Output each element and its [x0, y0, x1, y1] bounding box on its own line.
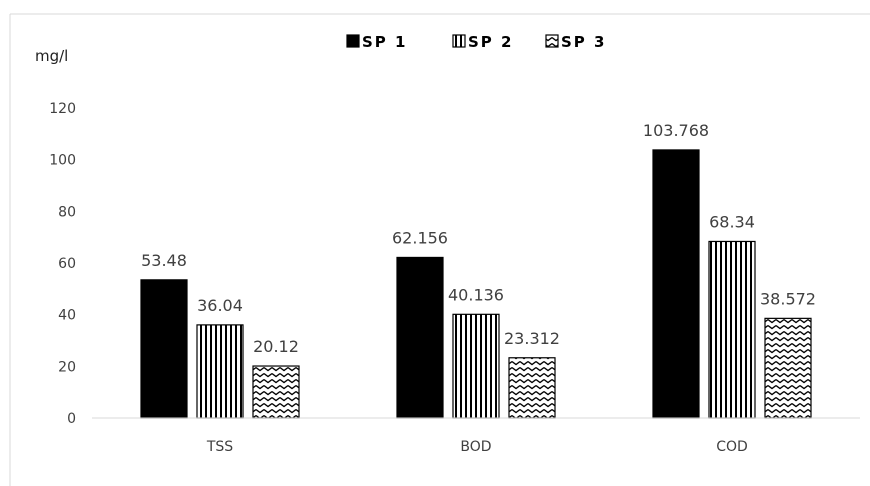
legend-label: SP 3	[561, 33, 606, 51]
y-tick-label: 100	[49, 153, 76, 169]
data-label: 40.136	[448, 285, 504, 304]
y-axis: 0 20 40 60 80 100 120	[49, 101, 76, 427]
data-labels: 53.48 36.04 20.12 62.156 40.136 23.312 103.768…	[141, 121, 816, 356]
bar-tss-sp1	[140, 279, 188, 419]
y-tick-label: 20	[58, 359, 76, 375]
legend-swatch	[452, 34, 466, 48]
data-label: 68.34	[709, 212, 755, 231]
bar-cod-sp3	[764, 317, 812, 419]
bar-bod-sp2	[452, 313, 500, 419]
bar-cod-sp1	[652, 149, 700, 419]
y-tick-label: 60	[58, 256, 76, 272]
x-tick-label: COD	[716, 439, 748, 455]
legend-item: SP 3	[545, 33, 606, 51]
y-tick-label: 40	[58, 308, 76, 324]
data-label: 36.04	[197, 296, 243, 315]
legend-swatch	[346, 34, 360, 48]
bar-bod-sp3	[508, 357, 556, 419]
bars	[140, 149, 812, 419]
legend-item: SP 2	[452, 33, 513, 51]
data-label: 53.48	[141, 251, 187, 270]
legend-label: SP 2	[468, 33, 513, 51]
data-label: 38.572	[760, 289, 816, 308]
legend-swatch	[545, 34, 559, 48]
x-tick-label: BOD	[460, 439, 491, 455]
x-axis: TSS BOD COD	[206, 439, 748, 455]
legend-label: SP 1	[362, 33, 407, 51]
bar-tss-sp3	[252, 365, 300, 419]
y-tick-label: 80	[58, 204, 76, 220]
x-tick-label: TSS	[206, 439, 233, 455]
data-label: 103.768	[643, 121, 709, 140]
bar-tss-sp2	[196, 324, 244, 419]
y-tick-label: 0	[67, 411, 76, 427]
data-label: 23.312	[504, 329, 560, 348]
legend-item: SP 1	[346, 33, 407, 51]
data-label: 20.12	[253, 337, 299, 356]
legend: SP 1 SP 2 SP 3	[346, 33, 606, 51]
y-axis-label: mg/l	[35, 47, 68, 65]
bar-cod-sp2	[708, 240, 756, 419]
bar-bod-sp1	[396, 256, 444, 419]
data-label: 62.156	[392, 228, 448, 247]
y-tick-label: 120	[49, 101, 76, 117]
